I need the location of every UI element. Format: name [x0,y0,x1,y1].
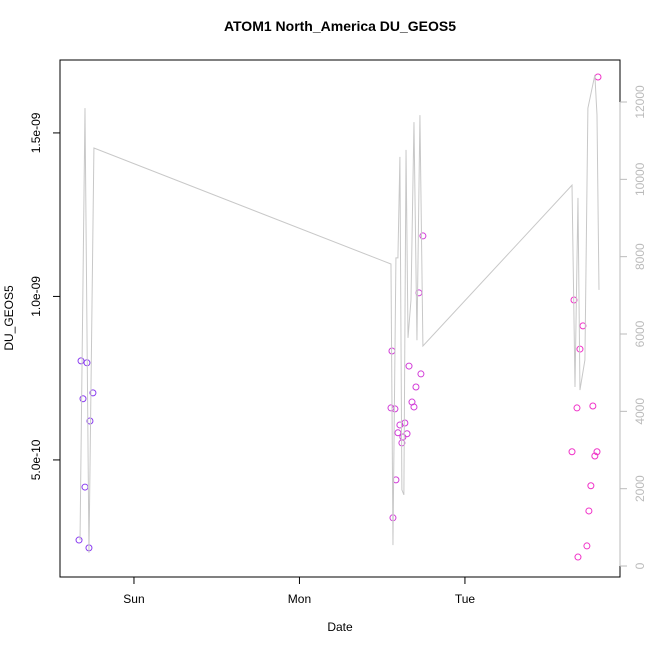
data-point [81,483,89,491]
data-point [410,403,418,411]
y-tick-label: 1.5e-09 [29,112,43,153]
data-point [573,404,581,412]
data-point [403,430,411,438]
data-point [79,395,87,403]
data-point [568,448,576,456]
data-point [399,433,407,441]
data-point [89,389,97,397]
y-tick-label: 5.0e-10 [29,439,43,480]
data-point [591,452,599,460]
y2-tick-label: 12000 [633,85,647,119]
plot-frame [59,59,621,578]
x-tick-label: Sun [123,592,144,606]
chart-title: ATOM1 North_America DU_GEOS5 [224,18,456,34]
y2-tick-label: 0 [633,562,647,569]
data-line [79,74,600,553]
data-point [585,507,593,515]
data-point [593,448,601,456]
data-point [75,536,83,544]
data-point [86,417,94,425]
y-axis-label: DU_GEOS5 [2,285,16,351]
y2-tick-label: 4000 [633,398,647,425]
x-tick-label: Tue [455,592,476,606]
data-point [583,542,591,550]
data-point [405,362,413,370]
y2-tick-label: 10000 [633,162,647,196]
y2-tick-label: 8000 [633,243,647,270]
data-point [394,429,402,437]
data-point [589,402,597,410]
data-point [417,370,425,378]
data-point [415,289,423,297]
data-point [419,232,427,240]
y2-tick-label: 6000 [633,320,647,347]
data-point [587,482,595,490]
y-tick-label: 1.0e-09 [29,276,43,317]
data-point [387,404,395,412]
y2-tick-label: 2000 [633,475,647,502]
data-point [77,357,85,365]
x-tick-label: Mon [288,592,311,606]
data-point [574,553,582,561]
x-axis-label: Date [327,620,353,634]
data-point [391,405,399,413]
data-point [412,383,420,391]
data-point [594,73,602,81]
data-point [579,322,587,330]
